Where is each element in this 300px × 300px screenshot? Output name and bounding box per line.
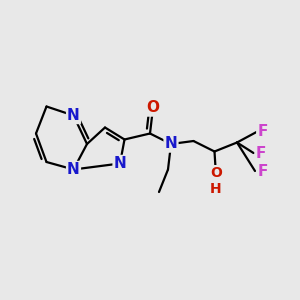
Text: F: F <box>257 164 268 178</box>
Text: O: O <box>146 100 160 116</box>
Text: N: N <box>67 162 80 177</box>
Text: F: F <box>257 124 268 140</box>
Text: H: H <box>210 182 222 196</box>
Text: N: N <box>165 136 177 152</box>
Text: N: N <box>114 156 126 171</box>
Text: O: O <box>210 166 222 180</box>
Text: N: N <box>67 108 80 123</box>
Text: F: F <box>256 146 266 160</box>
